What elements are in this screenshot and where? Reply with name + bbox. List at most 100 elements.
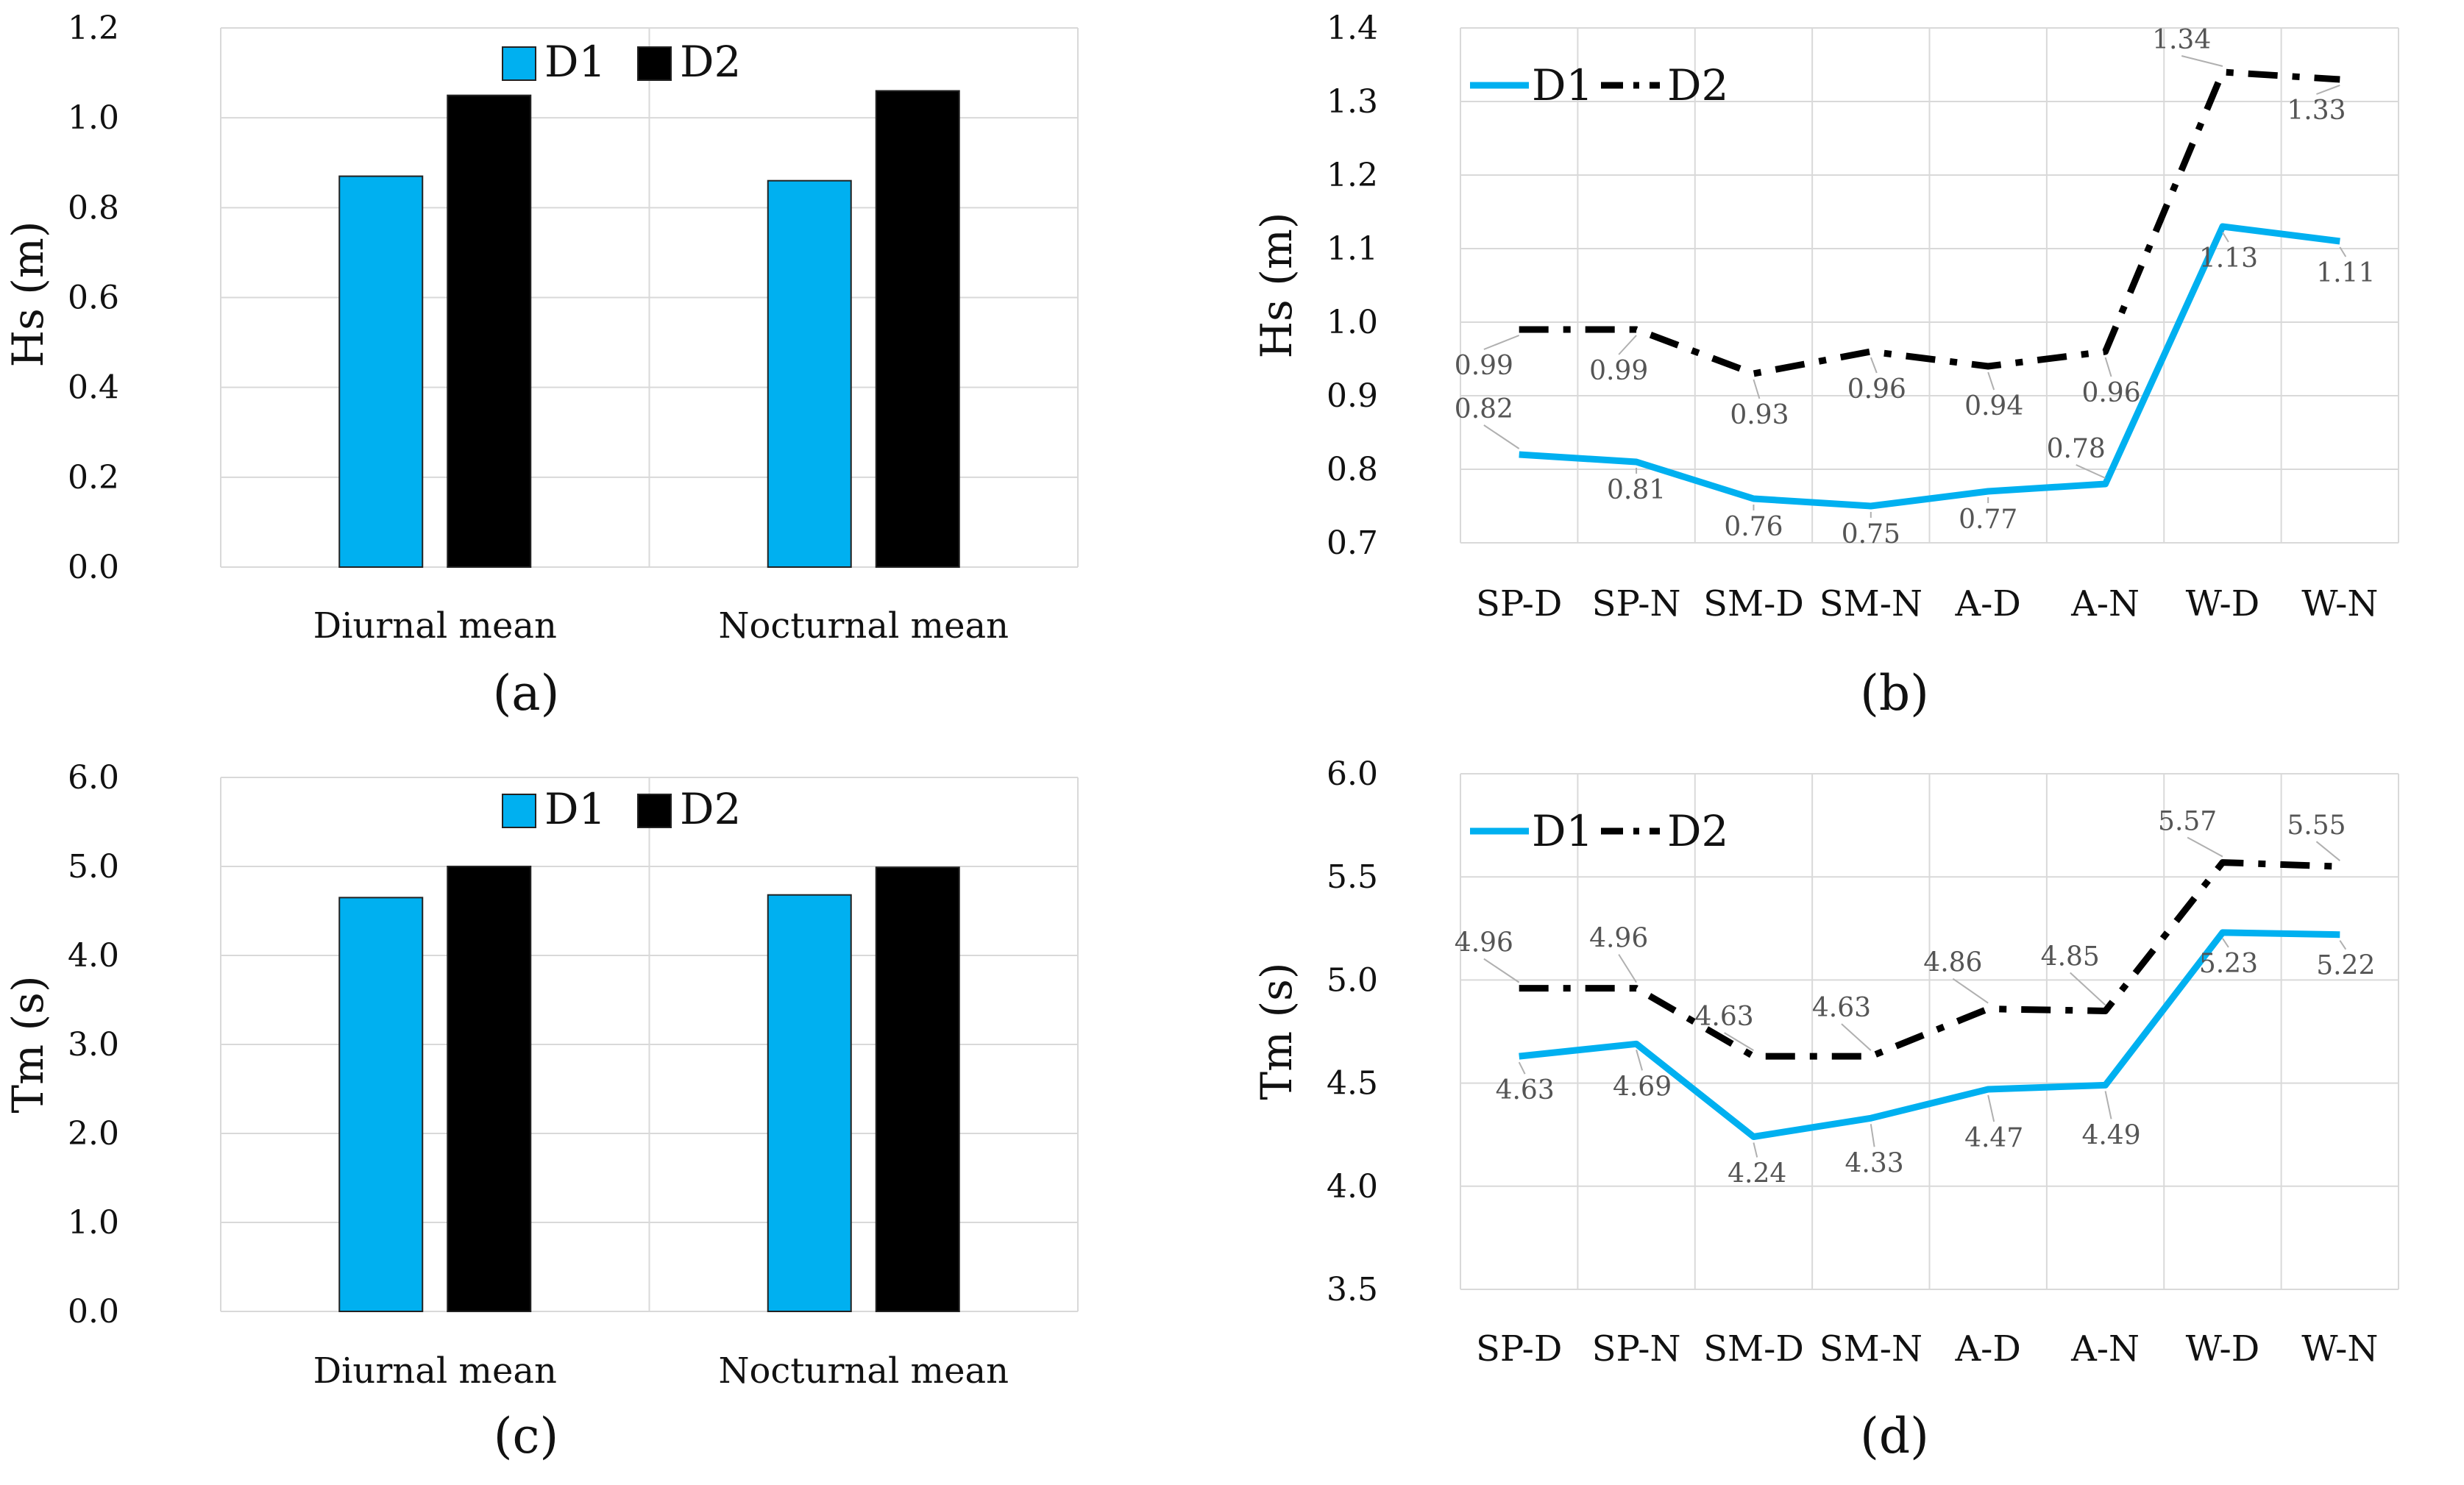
legend-label-d1: D1 [1532, 806, 1593, 856]
data-label-d2: 5.57 [2158, 807, 2217, 837]
y-tick-label: 1.1 [1327, 230, 1378, 268]
y-tick-label: 5.0 [68, 848, 119, 886]
data-label-d1: 0.77 [1959, 505, 2017, 535]
x-category-label: SP-D [1476, 1328, 1562, 1370]
y-axis-label: Hs (m) [3, 221, 53, 367]
data-label-d1: 0.78 [2047, 434, 2106, 464]
y-tick-label: 2.0 [68, 1115, 119, 1153]
data-label-leader [1724, 1032, 1754, 1052]
y-tick-label: 0.0 [68, 549, 119, 586]
data-label-leader [2104, 357, 2112, 377]
x-category-label: A-D [1955, 583, 2021, 624]
data-label-leader [2070, 972, 2106, 1006]
bar-d1 [338, 897, 424, 1312]
x-category-label: W-D [2186, 1328, 2260, 1370]
data-label-leader [1636, 1050, 1643, 1071]
data-label-d2: 4.85 [2041, 941, 2100, 972]
data-label-d1: 0.82 [1455, 394, 1513, 424]
y-tick-label: 1.4 [1327, 10, 1378, 47]
legend-label-d2: D2 [680, 784, 741, 834]
data-label-leader [1483, 424, 1520, 449]
chart-panel-a: 0.0 0.2 0.4 0.6 0.8 1.0 1.2 Hs (m) Diurnal mean N… [3, 10, 1079, 722]
y-tick-label: 0.2 [68, 459, 119, 496]
y-axis-label: Tm (s) [1251, 962, 1302, 1100]
data-label-leader [1841, 1023, 1872, 1051]
y-tick-label: 0.9 [1327, 377, 1378, 415]
x-category-label: SM-D [1703, 583, 1804, 624]
legend-swatch-d2 [637, 794, 672, 828]
data-label-leader [1618, 335, 1637, 355]
data-label-d2: 4.96 [1455, 928, 1513, 958]
data-label-leader [1870, 1124, 1875, 1147]
data-label-d1: 5.23 [2199, 949, 2258, 979]
data-label-d2: 4.86 [1923, 948, 1982, 978]
legend-label-d2: D2 [680, 37, 741, 87]
data-label-leader [1518, 1061, 1526, 1075]
bar-d2 [875, 90, 960, 569]
y-tick-label: 1.0 [68, 99, 119, 137]
x-category-label: A-N [2070, 1328, 2140, 1370]
data-label-d2: 0.96 [1847, 374, 1906, 405]
data-label-d1: 1.11 [2316, 258, 2375, 288]
chart-panel-b: 0.7 0.8 0.9 1.0 1.1 1.2 1.3 1.4 Hs (m) SP-D SP-N SM… [1251, 10, 2399, 722]
bar-d2 [447, 94, 532, 568]
y-tick-label: 1.3 [1327, 83, 1378, 121]
y-tick-label: 1.0 [68, 1204, 119, 1242]
data-label-leader [1952, 977, 1989, 1004]
data-label-d1: 0.81 [1607, 475, 1666, 505]
data-label-leader [2076, 464, 2106, 479]
bar-d1 [767, 894, 852, 1312]
x-category-label: A-N [2070, 583, 2140, 624]
y-tick-label: 6.0 [68, 759, 119, 797]
data-label-d1: 0.75 [1842, 519, 1900, 549]
data-label-d1: 4.33 [1845, 1148, 1904, 1178]
x-category-label: Diurnal mean [313, 605, 557, 647]
data-label-d1: 4.24 [1728, 1159, 1786, 1189]
series-line-d2 [1519, 859, 2340, 1060]
data-label-d2: 0.94 [1964, 391, 2023, 421]
data-label-d1: 4.63 [1496, 1075, 1555, 1105]
y-tick-label: 0.4 [68, 369, 119, 407]
data-label-d2: 5.55 [2287, 811, 2346, 841]
data-label-leader [2104, 1091, 2112, 1119]
series-line-d1 [1519, 929, 2340, 1141]
data-label-leader [1483, 958, 1520, 983]
y-tick-label: 3.5 [1327, 1271, 1378, 1308]
bar-d2 [875, 866, 960, 1312]
data-label-leader [1753, 379, 1761, 399]
chart-panel-c: 0.0 1.0 2.0 3.0 4.0 5.0 6.0 Tm (s) Diurnal mean N… [3, 759, 1079, 1464]
data-label-d2: 1.34 [2152, 25, 2211, 55]
data-label-d1: 5.22 [2316, 951, 2375, 981]
panel-label: (b) [1860, 665, 1929, 722]
panel-label: (c) [494, 1408, 558, 1464]
data-label-leader [2187, 836, 2223, 858]
x-category-label: SP-N [1592, 1328, 1681, 1370]
legend-label-d2: D2 [1667, 806, 1728, 856]
legend-label-d1: D1 [544, 37, 606, 87]
x-category-label: SM-D [1703, 1328, 1804, 1370]
x-category-label: SM-N [1819, 1328, 1922, 1370]
data-label-d2: 0.96 [2081, 378, 2140, 408]
data-label-leader [1483, 335, 1520, 350]
x-category-label: A-D [1955, 1328, 2021, 1370]
data-label-leader [2181, 55, 2223, 67]
y-tick-label: 1.2 [1327, 157, 1378, 194]
legend-swatch-d2 [637, 46, 672, 81]
data-label-d1: 4.69 [1613, 1072, 1672, 1102]
y-axis-label: Tm (s) [3, 975, 53, 1113]
data-label-leader [1870, 357, 1878, 374]
y-tick-label: 0.8 [1327, 451, 1378, 488]
y-tick-label: 0.7 [1327, 524, 1378, 562]
legend-label-d1: D1 [544, 784, 606, 834]
data-label-leader [1618, 954, 1637, 983]
data-label-d2: 0.99 [1455, 351, 1513, 381]
series-line-d2 [1519, 68, 2340, 377]
data-label-d2: 0.93 [1730, 400, 1789, 430]
legend-label-d1: D1 [1532, 60, 1593, 110]
x-category-label: SP-D [1476, 583, 1562, 624]
data-label-d2: 4.63 [1695, 1002, 1754, 1032]
data-label-leader [1987, 1094, 1995, 1122]
data-label-d1: 4.49 [2081, 1120, 2140, 1150]
y-tick-label: 0.8 [68, 189, 119, 227]
